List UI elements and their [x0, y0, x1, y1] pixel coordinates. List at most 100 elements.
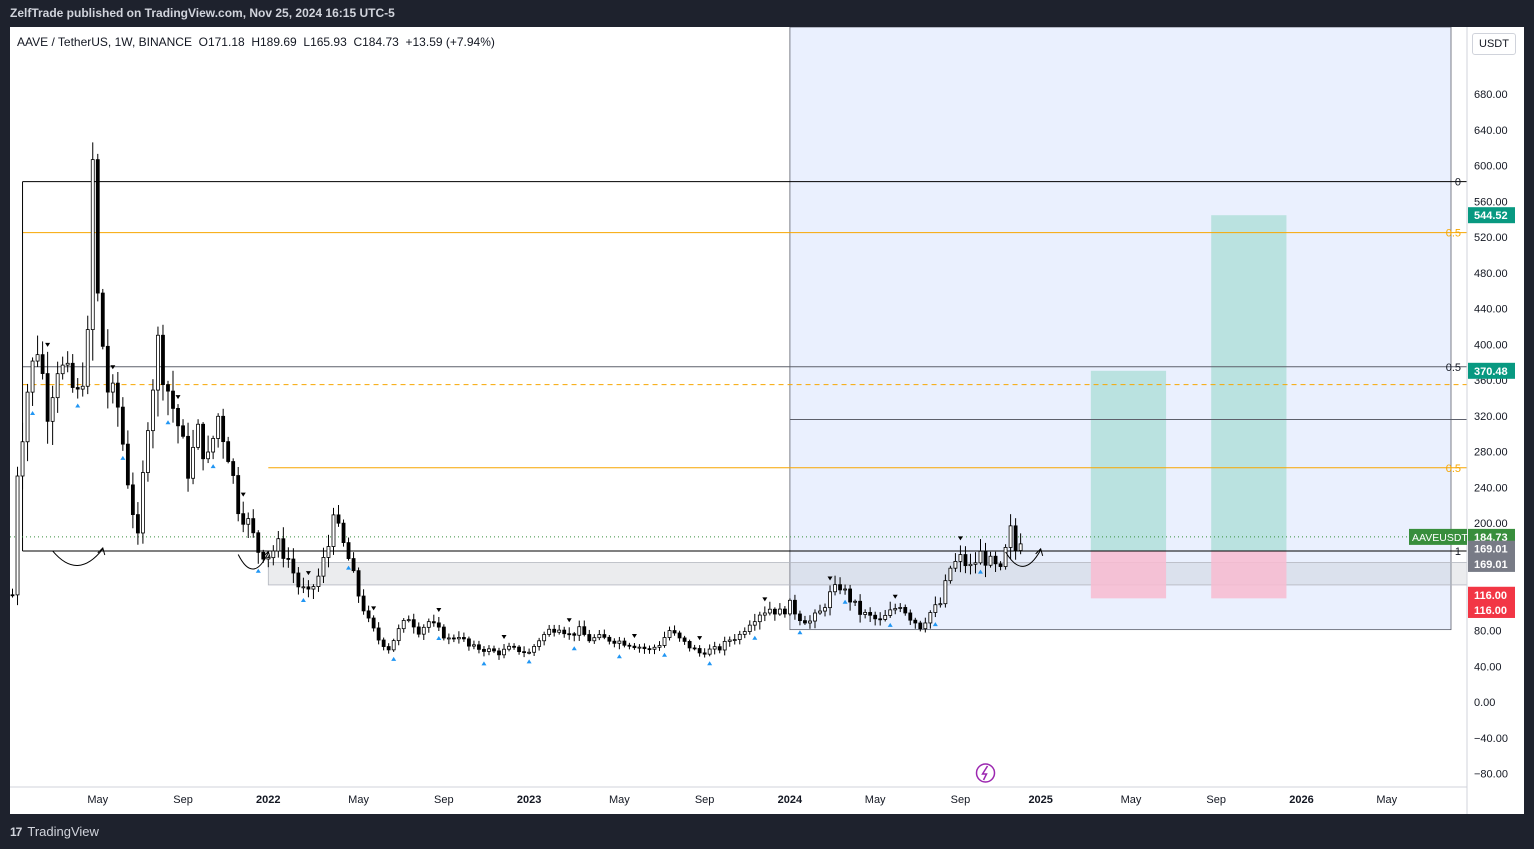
candle-body[interactable] — [788, 599, 792, 615]
candle-body[interactable] — [933, 604, 938, 613]
candle-body[interactable] — [913, 619, 918, 624]
candle-body[interactable] — [75, 387, 80, 390]
candle-body[interactable] — [512, 645, 516, 648]
candle-body[interactable] — [376, 627, 381, 641]
candle-body[interactable] — [813, 612, 817, 622]
candle-body[interactable] — [953, 561, 958, 569]
candle-body[interactable] — [767, 608, 772, 614]
long-position-target-zone[interactable] — [1211, 215, 1287, 551]
candle-body[interactable] — [316, 575, 321, 587]
candle-body[interactable] — [903, 607, 908, 614]
candle-body[interactable] — [983, 550, 988, 566]
candle-body[interactable] — [667, 630, 672, 638]
candle-body[interactable] — [120, 406, 125, 445]
candle-body[interactable] — [863, 612, 868, 615]
candle-body[interactable] — [291, 558, 296, 574]
candle-body[interactable] — [692, 647, 697, 650]
candle-body[interactable] — [542, 634, 547, 642]
candle-body[interactable] — [85, 329, 90, 387]
candle-body[interactable] — [572, 633, 577, 636]
candle-body[interactable] — [472, 644, 476, 647]
candle-body[interactable] — [45, 373, 50, 422]
candle-body[interactable] — [818, 610, 822, 614]
candle-body[interactable] — [10, 594, 15, 597]
candle-body[interactable] — [632, 645, 637, 649]
candle-body[interactable] — [341, 522, 346, 543]
candle-body[interactable] — [737, 633, 742, 640]
candle-body[interactable] — [281, 538, 286, 559]
candle-body[interactable] — [853, 600, 858, 603]
candle-body[interactable] — [326, 546, 331, 558]
candle-body[interactable] — [90, 159, 95, 330]
candle-body[interactable] — [1013, 525, 1018, 551]
long-position-stop-zone[interactable] — [1211, 550, 1287, 599]
candle-body[interactable] — [421, 626, 426, 635]
candle-body[interactable] — [451, 637, 456, 640]
candle-body[interactable] — [487, 648, 491, 652]
candle-body[interactable] — [828, 591, 832, 609]
candle-body[interactable] — [311, 586, 316, 590]
candle-body[interactable] — [211, 438, 216, 453]
candle-body[interactable] — [221, 415, 226, 443]
candle-body[interactable] — [296, 572, 301, 588]
candle-body[interactable] — [557, 629, 562, 633]
candle-body[interactable] — [562, 629, 567, 635]
candle-body[interactable] — [431, 621, 436, 624]
candle-body[interactable] — [246, 518, 251, 525]
candle-body[interactable] — [216, 415, 221, 439]
candle-body[interactable] — [617, 640, 622, 644]
candle-body[interactable] — [647, 648, 652, 651]
candle-body[interactable] — [803, 620, 807, 624]
candle-body[interactable] — [130, 484, 135, 515]
candle-body[interactable] — [592, 637, 597, 642]
candle-body[interactable] — [256, 532, 261, 553]
candle-body[interactable] — [166, 384, 170, 392]
currency-button[interactable]: USDT — [1472, 33, 1516, 55]
candle-body[interactable] — [441, 626, 446, 639]
candle-body[interactable] — [416, 626, 421, 635]
candle-body[interactable] — [908, 612, 913, 621]
candle-body[interactable] — [156, 334, 160, 391]
candle-body[interactable] — [682, 637, 687, 642]
candle-body[interactable] — [873, 614, 878, 620]
candle-body[interactable] — [587, 634, 592, 642]
candle-body[interactable] — [426, 621, 431, 628]
candle-body[interactable] — [492, 648, 496, 652]
candle-body[interactable] — [938, 603, 943, 606]
candle-body[interactable] — [396, 628, 401, 642]
candle-body[interactable] — [878, 618, 883, 621]
candle-body[interactable] — [747, 624, 752, 632]
candle-body[interactable] — [943, 580, 948, 605]
candle-body[interactable] — [522, 651, 526, 654]
candle-body[interactable] — [762, 612, 767, 616]
candle-body[interactable] — [161, 334, 165, 386]
candle-body[interactable] — [201, 423, 206, 460]
candle-body[interactable] — [777, 608, 782, 615]
candle-body[interactable] — [602, 634, 607, 638]
curved-arrow[interactable] — [1005, 549, 1042, 567]
candle-body[interactable] — [226, 441, 231, 462]
candle-body[interactable] — [898, 607, 903, 609]
candle-body[interactable] — [1008, 525, 1013, 548]
candle-body[interactable] — [537, 640, 542, 647]
curved-arrow[interactable] — [237, 552, 269, 570]
candle-body[interactable] — [923, 622, 928, 630]
candle-body[interactable] — [181, 425, 185, 437]
candle-body[interactable] — [241, 513, 246, 525]
support-zone-box[interactable] — [267, 562, 1468, 586]
candle-body[interactable] — [527, 651, 532, 654]
candle-body[interactable] — [55, 373, 60, 399]
candle-body[interactable] — [782, 608, 787, 615]
candle-body[interactable] — [35, 354, 40, 362]
candle-body[interactable] — [808, 620, 812, 624]
candle-body[interactable] — [702, 652, 707, 655]
candle-body[interactable] — [993, 555, 998, 565]
candle-body[interactable] — [236, 475, 241, 515]
candle-body[interactable] — [988, 555, 993, 566]
candle-body[interactable] — [115, 382, 120, 408]
candle-body[interactable] — [752, 621, 757, 626]
candle-body[interactable] — [336, 514, 341, 524]
curved-arrow[interactable] — [52, 548, 104, 566]
candle-body[interactable] — [361, 595, 366, 612]
candle-body[interactable] — [848, 588, 852, 603]
